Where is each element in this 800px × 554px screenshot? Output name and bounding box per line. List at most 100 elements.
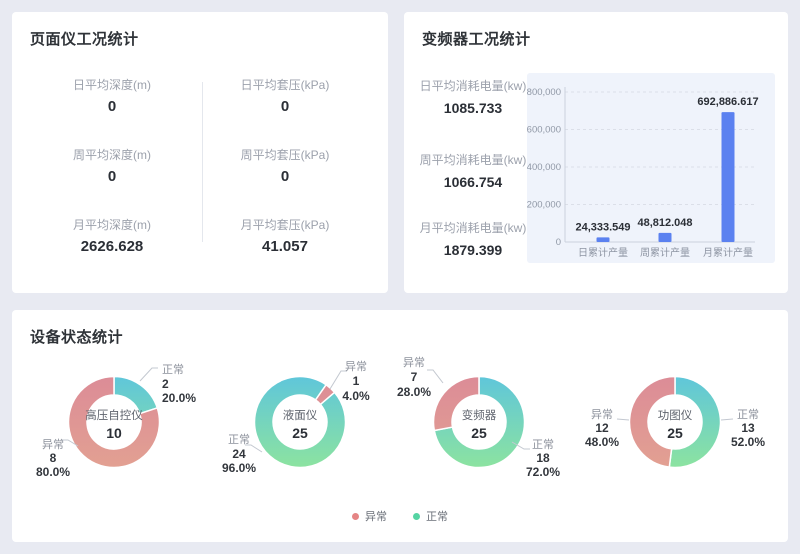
stat-value: 0	[280, 168, 290, 185]
chart-legend: 异常 正常	[12, 508, 788, 524]
bar-value-label: 692,886.617	[697, 96, 758, 108]
y-axis-tick-label: 200,000	[527, 200, 561, 211]
label-leader-line	[329, 370, 347, 390]
legend-label: 正常	[426, 511, 448, 523]
slice-label-value: 12	[595, 421, 609, 435]
stat-value: 1879.399	[443, 242, 503, 258]
stat-label: 日平均消耗电量(kw)	[419, 79, 527, 93]
donut-center-total: 10	[106, 425, 122, 441]
slice-label-value: 1	[353, 374, 360, 388]
slice-label-percent: 80.0%	[36, 465, 70, 479]
donut-slice-normal[interactable]	[668, 375, 722, 469]
donut-slice-normal[interactable]	[113, 375, 159, 415]
stat-value: 0	[107, 98, 117, 115]
slice-label-name: 正常	[737, 408, 759, 421]
bar-value-label: 48,812.048	[637, 217, 692, 229]
slice-label-percent: 52.0%	[731, 435, 765, 449]
label-leader-line	[616, 418, 630, 421]
bar-value-label: 24,333.549	[575, 221, 630, 233]
donut-center-name: 高压自控仪	[85, 408, 143, 422]
label-leader-line	[511, 441, 530, 450]
bar-日累计产量[interactable]	[596, 237, 610, 242]
donut-center-name: 液面仪	[283, 408, 318, 422]
donut-center-total: 25	[292, 425, 308, 441]
donut-slice-abnormal[interactable]	[67, 375, 161, 469]
slice-label-name: 异常	[42, 438, 64, 451]
donut-center-total: 25	[667, 425, 683, 441]
panel-title-inverter: 变频器工况统计	[422, 31, 531, 48]
stat-label: 日平均套压(kPa)	[240, 78, 330, 92]
slice-label-name: 正常	[228, 433, 250, 446]
donut-slice-abnormal[interactable]	[432, 375, 480, 432]
slice-label-name: 异常	[403, 356, 425, 369]
production-bar-chart: 0 200,000 400,000 600,000 800,000 24,333.549 日…	[527, 73, 775, 263]
bar-chart-svg: 0 200,000 400,000 600,000 800,000 24,333.549 日…	[527, 87, 759, 259]
y-axis-tick-label: 600,000	[527, 125, 561, 136]
stat-week-avg-casing-pressure: 周平均套压(kPa) 0	[205, 147, 365, 186]
stat-label: 日平均深度(m)	[73, 78, 151, 92]
label-leader-line	[720, 418, 734, 421]
stat-month-avg-depth: 月平均深度(m) 2626.628	[32, 217, 192, 256]
bar-月累计产量[interactable]	[721, 112, 735, 242]
y-axis-tick-label: 400,000	[527, 162, 561, 173]
slice-label-value: 13	[741, 421, 755, 435]
slice-label-name: 正常	[532, 438, 554, 451]
donut-center-total: 25	[471, 425, 487, 441]
donut-slice-normal[interactable]	[253, 375, 347, 469]
slice-label-percent: 96.0%	[222, 461, 256, 475]
stat-value: 0	[280, 98, 290, 115]
panel-inverter-stats: 变频器工况统计 日平均消耗电量(kw) 1085.733 周平均消耗电量(kw)…	[404, 12, 788, 293]
legend-dot-normal	[413, 512, 420, 520]
legend-item-abnormal[interactable]: 异常	[352, 508, 387, 524]
stat-day-avg-casing-pressure: 日平均套压(kPa) 0	[205, 77, 365, 116]
stat-day-avg-power: 日平均消耗电量(kw) 1085.733	[412, 78, 534, 117]
donut-slice-abnormal[interactable]	[628, 375, 676, 468]
slice-label-value: 18	[536, 451, 550, 465]
slice-label-value: 2	[162, 377, 169, 391]
y-axis-tick-label: 0	[556, 237, 561, 248]
stat-value: 2626.628	[80, 238, 144, 255]
label-leader-line	[245, 444, 263, 453]
slice-label-value: 7	[411, 370, 418, 384]
slice-label-value: 24	[232, 447, 246, 461]
slice-label-name: 异常	[591, 408, 613, 421]
slice-label-percent: 28.0%	[397, 385, 431, 399]
slice-label-percent: 48.0%	[585, 435, 619, 449]
slice-label-name: 正常	[162, 363, 184, 376]
stat-label: 周平均消耗电量(kw)	[419, 153, 527, 167]
donut-center-name: 功图仪	[658, 409, 693, 422]
x-axis-category-label: 日累计产量	[578, 246, 628, 259]
slice-label-value: 8	[50, 451, 57, 465]
stat-label: 月平均套压(kPa)	[240, 218, 330, 232]
x-axis-category-label: 月累计产量	[703, 246, 753, 259]
x-axis-category-label: 周累计产量	[640, 246, 690, 259]
stat-week-avg-depth: 周平均深度(m) 0	[32, 147, 192, 186]
legend-item-normal[interactable]: 正常	[413, 508, 448, 524]
stat-month-avg-casing-pressure: 月平均套压(kPa) 41.057	[205, 217, 365, 256]
stat-day-avg-depth: 日平均深度(m) 0	[32, 77, 192, 116]
stat-value: 0	[107, 168, 117, 185]
panel-device-status: 设备状态统计 正常 2 20.0% 异常 8 80.0% 高压自控仪 10 异常 1 4.0% 正常 2…	[12, 310, 788, 542]
donut-charts-svg: 正常220.0%异常880.0%高压自控仪10异常14.0%正常2496.0%液…	[36, 356, 765, 479]
stat-value: 1085.733	[443, 100, 503, 116]
panel-title-devices: 设备状态统计	[30, 329, 124, 346]
stat-label: 周平均套压(kPa)	[240, 148, 330, 162]
stat-label: 月平均消耗电量(kw)	[419, 221, 527, 235]
slice-label-percent: 4.0%	[342, 389, 370, 403]
legend-label: 异常	[365, 511, 387, 523]
slice-label-percent: 72.0%	[526, 465, 560, 479]
legend-dot-abnormal	[352, 512, 359, 520]
donut-center-name: 变频器	[462, 408, 497, 422]
y-axis-tick-label: 800,000	[527, 87, 561, 98]
panel-gauge-stats: 页面仪工况统计 日平均深度(m) 0 日平均套压(kPa) 0 周平均深度(m)…	[12, 12, 388, 293]
column-divider	[202, 82, 203, 242]
donut-slice-normal[interactable]	[433, 375, 526, 469]
stat-label: 月平均深度(m)	[73, 218, 151, 232]
label-leader-line	[427, 369, 444, 384]
bar-周累计产量[interactable]	[658, 232, 672, 242]
stat-month-avg-power: 月平均消耗电量(kw) 1879.399	[412, 220, 534, 259]
slice-label-percent: 20.0%	[162, 391, 196, 405]
panel-title-gauge: 页面仪工况统计	[30, 31, 139, 48]
slice-label-name: 异常	[345, 360, 367, 373]
stat-label: 周平均深度(m)	[73, 148, 151, 162]
